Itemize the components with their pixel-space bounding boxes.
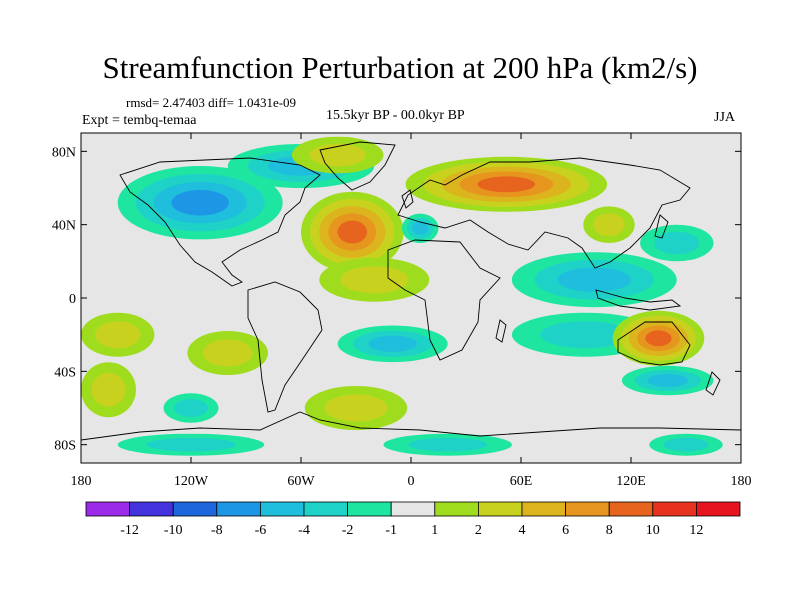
colorbar-swatch xyxy=(608,501,654,517)
colorbar-swatch xyxy=(390,501,436,517)
season-label: JJA xyxy=(714,110,736,125)
lon-tick-label: 0 xyxy=(408,474,415,489)
coast-south-america xyxy=(247,281,323,413)
coastlines xyxy=(81,141,741,441)
colorbar-swatch xyxy=(652,501,697,517)
lat-tick-label: 40S xyxy=(54,365,76,380)
coast-indonesia xyxy=(595,289,682,311)
lon-tick-label: 120W xyxy=(174,474,209,489)
field-contour xyxy=(540,321,631,349)
field-contour xyxy=(91,372,126,407)
field-contour xyxy=(647,374,689,387)
coast-north-america xyxy=(119,157,321,287)
field-contour xyxy=(368,335,418,352)
colorbar-label: 8 xyxy=(606,523,613,538)
colorbar-label: -6 xyxy=(255,523,267,538)
colorbar-swatch xyxy=(521,501,566,517)
period-label: 15.5kyr BP - 00.0kyr BP xyxy=(326,108,465,123)
field-contour xyxy=(477,176,536,193)
field-contour xyxy=(593,213,625,236)
plot-title: Streamfunction Perturbation at 200 hPa (… xyxy=(102,50,698,85)
colorbar-label: 6 xyxy=(562,523,569,538)
experiment-label: Expt = tembq-temaa xyxy=(82,113,197,128)
field-contour xyxy=(645,330,672,347)
stats-text: rmsd= 2.47403 diff= 1.0431e-09 xyxy=(126,95,297,110)
lat-tick-label: 80N xyxy=(52,145,76,160)
field-contour xyxy=(171,189,229,216)
lon-tick-label: 60W xyxy=(287,474,315,489)
colorbar-label: 12 xyxy=(689,523,703,538)
colorbar-swatch xyxy=(303,501,348,517)
colorbar-label: -2 xyxy=(342,523,354,538)
field-contour xyxy=(324,394,388,422)
colorbar-swatch xyxy=(477,501,523,517)
map-plot-area: 80N 40N 0 40S 80S 180 120W 60W 0 60E 120E 180 xyxy=(52,132,752,489)
colorbar-label: 2 xyxy=(475,523,482,538)
coast-africa xyxy=(387,239,501,361)
field-contour xyxy=(412,221,429,235)
colorbar-swatch xyxy=(85,501,130,517)
coast-australia xyxy=(617,321,691,366)
field-contour xyxy=(340,266,409,294)
colorbar-label: -12 xyxy=(120,523,139,538)
colorbar-label: 10 xyxy=(646,523,660,538)
field-contour xyxy=(408,437,488,452)
field-contour xyxy=(654,231,700,255)
field-contour xyxy=(145,437,237,452)
lat-tick-label: 80S xyxy=(54,439,76,454)
field-contour xyxy=(337,220,367,244)
lat-tick-label: 0 xyxy=(69,292,76,307)
colorbar-swatch xyxy=(696,501,741,517)
colorbar-swatch xyxy=(129,501,174,517)
field-contour xyxy=(95,321,141,349)
colorbar-label: 4 xyxy=(519,523,526,538)
coast-japan xyxy=(654,214,669,239)
coast-greenland xyxy=(319,141,396,191)
field-contour xyxy=(557,267,631,292)
field-contour xyxy=(663,437,709,452)
colorbar-swatch xyxy=(565,501,610,517)
coast-new-zealand xyxy=(705,371,721,396)
colorbar-swatch xyxy=(259,501,305,517)
axis-ticks: 80N 40N 0 40S 80S 180 120W 60W 0 60E 120E 180 xyxy=(52,133,752,489)
colorbar-swatch xyxy=(216,501,261,517)
coast-eurasia xyxy=(397,157,691,269)
field-contour xyxy=(202,339,253,367)
colorbar-swatch xyxy=(434,501,479,517)
colorbar-swatch xyxy=(347,501,392,517)
lat-tick-label: 40N xyxy=(52,219,76,234)
lon-tick-label: 60E xyxy=(510,474,533,489)
colorbar-label: 1 xyxy=(431,523,438,538)
colorbar-swatch xyxy=(172,501,218,517)
field-contour xyxy=(309,143,366,167)
colorbar-label: -4 xyxy=(298,523,310,538)
coast-madagascar xyxy=(495,319,507,343)
coast-britain xyxy=(401,189,414,209)
colorbar-label: -10 xyxy=(164,523,183,538)
colorbar-label: -1 xyxy=(385,523,397,538)
lon-tick-label: 180 xyxy=(71,474,92,489)
lon-tick-label: 120E xyxy=(616,474,646,489)
colorbar-label: -8 xyxy=(211,523,223,538)
colorbar: -12 -10 -8 -6 -4 -2 -1 1 2 4 6 8 10 12 xyxy=(85,501,741,538)
field-contour xyxy=(174,399,208,417)
coast-antarctica xyxy=(81,411,741,441)
lon-tick-label: 180 xyxy=(731,474,752,489)
